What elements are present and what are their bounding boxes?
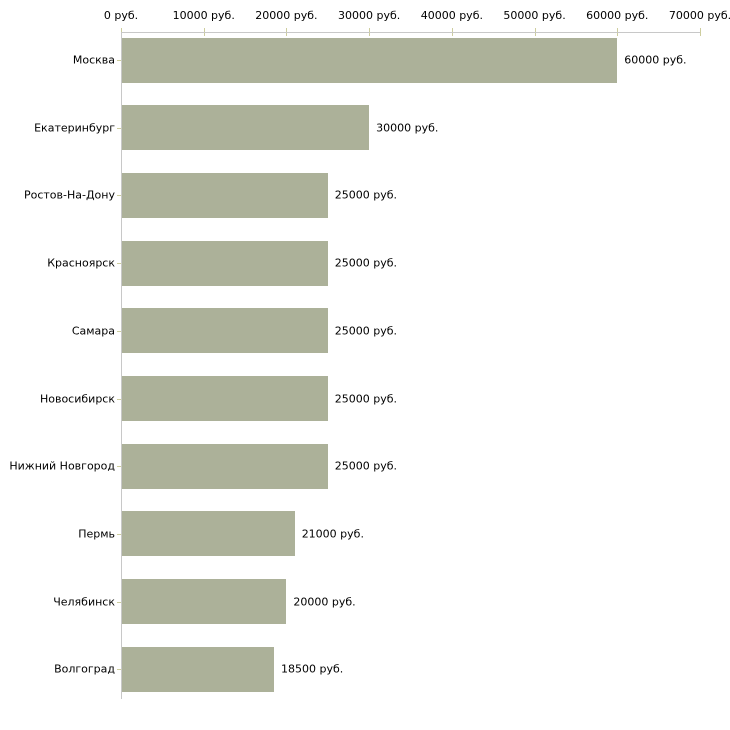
category-label: Челябинск	[53, 595, 115, 609]
x-axis-tick-label: 40000 руб.	[420, 9, 483, 22]
value-label: 25000 руб.	[334, 256, 398, 270]
x-axis-tick-label: 70000 руб.	[668, 9, 730, 22]
category-tick-mark	[117, 601, 121, 603]
value-label: 25000 руб.	[334, 324, 398, 338]
bar	[122, 37, 618, 83]
x-axis-tick-label: 10000 руб.	[172, 9, 235, 22]
category-tick-mark	[117, 263, 121, 265]
x-axis-tick-label: 60000 руб.	[586, 9, 649, 22]
x-axis-tick-mark	[700, 28, 701, 36]
bar	[122, 443, 328, 489]
category-label: Самара	[71, 324, 115, 338]
value-label: 60000 руб.	[624, 53, 687, 67]
category-tick-mark	[117, 60, 121, 61]
x-axis-tick-label: 20000 руб.	[255, 9, 318, 22]
x-axis-tick-label: 50000 руб.	[503, 9, 566, 22]
value-label: 20000 руб.	[293, 595, 356, 609]
y-axis-line	[121, 32, 122, 699]
bar	[122, 646, 275, 692]
category-label: Москва	[72, 53, 115, 67]
category-label: Новосибирск	[39, 392, 115, 405]
x-axis-tick-label: 30000 руб.	[338, 9, 401, 22]
value-label: 30000 руб.	[376, 121, 439, 135]
bar	[122, 240, 328, 286]
category-tick-mark	[117, 127, 121, 129]
bar	[122, 172, 328, 218]
value-label: 21000 руб.	[301, 527, 364, 541]
category-label: Красноярск	[47, 256, 115, 270]
category-label: Пермь	[78, 527, 115, 541]
bar	[122, 511, 295, 557]
value-label: 25000 руб.	[334, 459, 398, 473]
category-tick-mark	[117, 533, 121, 535]
bar	[122, 308, 328, 354]
x-axis-line	[121, 32, 700, 33]
value-label: 18500 руб.	[281, 662, 344, 676]
category-label: Ростов-На-Дону	[23, 188, 115, 202]
category-label: Волгоград	[54, 662, 115, 676]
category-tick-mark	[117, 330, 121, 332]
bar	[122, 376, 328, 421]
value-label: 25000 руб.	[334, 392, 398, 405]
category-label: Екатеринбург	[34, 121, 115, 135]
category-tick-mark	[117, 398, 121, 400]
category-tick-mark	[117, 669, 121, 671]
bar	[122, 579, 287, 625]
value-label: 25000 руб.	[334, 188, 398, 202]
category-label: Нижний Новгород	[9, 459, 115, 473]
bar	[122, 105, 370, 151]
category-tick-mark	[117, 466, 121, 468]
x-axis-tick-label: 0 руб.	[103, 9, 139, 22]
category-tick-mark	[117, 195, 121, 197]
